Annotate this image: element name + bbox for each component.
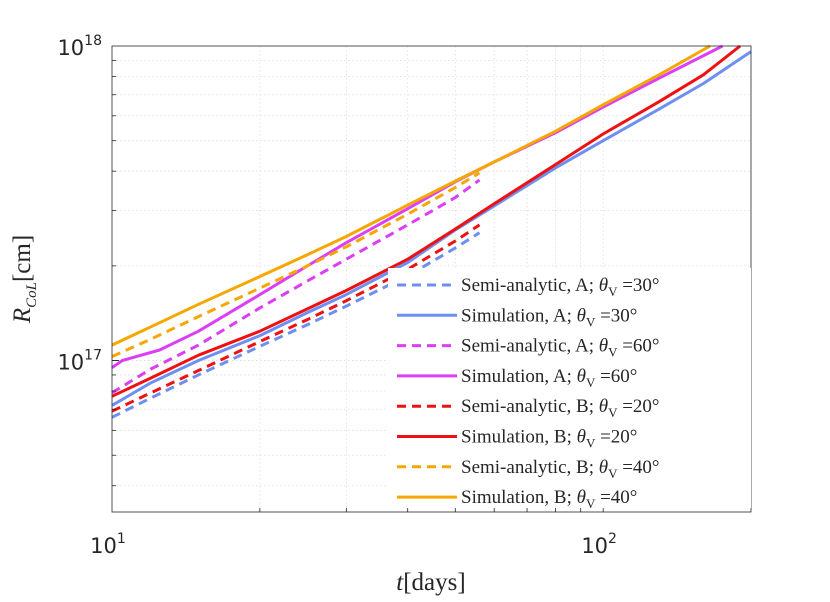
legend-theta-subscript: V: [586, 496, 596, 511]
simulation-series-line-1: [111, 50, 752, 407]
legend-theta: θ: [577, 487, 586, 508]
legend-label: Simulation, B; θV =40°: [461, 487, 637, 511]
simulation-series-line-7: [111, 44, 711, 347]
x-axis-unit: [days]: [403, 569, 465, 596]
y-tick-label: 1017: [57, 348, 102, 375]
tick-exponent: 17: [84, 348, 102, 364]
legend-angle: =20°: [595, 427, 637, 448]
legend-label: Simulation, A; θV =60°: [461, 366, 637, 390]
legend-theta: θ: [599, 275, 608, 296]
legend-theta: θ: [599, 457, 608, 478]
legend-theta-subscript: V: [586, 314, 596, 329]
x-tick-label: 102: [581, 531, 617, 558]
y-axis-unit: [cm]: [9, 235, 36, 282]
legend-angle: =40°: [617, 457, 659, 478]
legend-label-text: Semi-analytic, B;: [461, 457, 599, 478]
semi-analytic-series-line-0: [111, 231, 481, 419]
legend-theta-subscript: V: [586, 375, 596, 390]
legend-label-text: Semi-analytic, B;: [461, 396, 599, 417]
semi-analytic-series-line-6: [111, 171, 481, 358]
tick-base: 10: [90, 534, 117, 558]
legend-angle: =60°: [595, 366, 637, 387]
legend-theta: θ: [577, 366, 586, 387]
simulation-series-line-3: [111, 44, 724, 369]
y-axis-subscript: CoL: [24, 282, 40, 308]
tick-exponent: 1: [117, 531, 126, 547]
legend-theta-subscript: V: [586, 436, 596, 451]
legend-theta-subscript: V: [608, 405, 618, 420]
legend-theta: θ: [599, 396, 608, 417]
legend-theta: θ: [577, 427, 586, 448]
y-axis-symbol: R: [9, 308, 36, 324]
legend-theta-subscript: V: [608, 466, 618, 481]
legend-theta-subscript: V: [608, 345, 618, 360]
legend-theta: θ: [577, 305, 586, 326]
legend-label: Simulation, B; θV =20°: [461, 427, 637, 451]
legend-label-text: Simulation, B;: [461, 487, 577, 508]
legend-theta: θ: [599, 336, 608, 357]
tick-base: 10: [581, 534, 608, 558]
y-tick-label: 1018: [57, 33, 102, 60]
series-lines: [111, 44, 752, 419]
legend-label-text: Simulation, A;: [461, 305, 577, 326]
y-axis-label: RCoL[cm]: [9, 235, 40, 324]
tick-base: 10: [57, 351, 84, 375]
legend-theta-subscript: V: [608, 284, 618, 299]
legend-label-text: Semi-analytic, A;: [461, 336, 599, 357]
legend-label-text: Simulation, A;: [461, 366, 577, 387]
legend-label: Semi-analytic, B; θV =40°: [461, 457, 660, 481]
legend-label: Semi-analytic, A; θV =30°: [461, 275, 660, 299]
x-axis-label: t[days]: [396, 569, 465, 596]
tick-exponent: 18: [84, 33, 102, 49]
semi-analytic-series-line-4: [111, 223, 481, 413]
legend-angle: =30°: [617, 275, 659, 296]
tick-marks: [112, 59, 604, 512]
legend-label-text: Simulation, B;: [461, 427, 577, 448]
legend: Semi-analytic, A; θV =30°Simulation, A; …: [388, 268, 751, 511]
legend-label: Simulation, A; θV =30°: [461, 305, 637, 329]
legend-label-text: Semi-analytic, A;: [461, 275, 599, 296]
simulation-series-line-5: [111, 44, 742, 398]
legend-angle: =40°: [595, 487, 637, 508]
legend-label: Semi-analytic, A; θV =60°: [461, 336, 660, 360]
semi-analytic-series-line-2: [111, 178, 481, 395]
legend-label: Semi-analytic, B; θV =20°: [461, 396, 660, 420]
tick-base: 10: [57, 36, 84, 60]
legend-angle: =60°: [617, 336, 659, 357]
x-tick-label: 101: [90, 531, 126, 558]
tick-exponent: 2: [608, 531, 617, 547]
x-axis-symbol: t: [396, 569, 404, 596]
legend-angle: =20°: [617, 396, 659, 417]
legend-angle: =30°: [595, 305, 637, 326]
